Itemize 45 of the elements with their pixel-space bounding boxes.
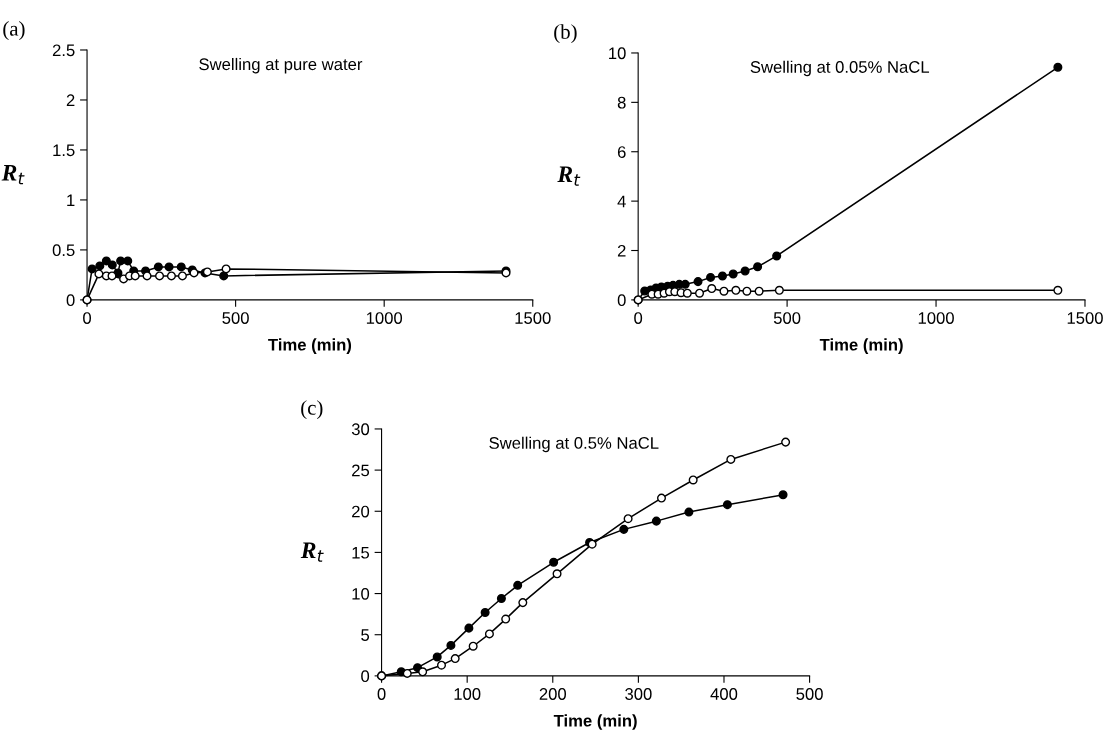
y-tick-label: 1 [67,194,75,206]
text: (c) [301,400,323,420]
x-tick-label: 300 [625,688,652,700]
y-tick-label: 20 [352,505,370,518]
y-tick-label: 2.5 [52,44,75,57]
x-tick-label: 0 [83,312,92,324]
y-axis-title: R$_{t}$ [557,166,581,186]
y-tick-label: 8 [617,96,626,109]
y-tick-label: 2 [66,94,75,106]
y-tick-label: 1.5 [53,144,75,157]
y-axis-title: R$_{t}$ [300,542,324,562]
x-tick-label: 400 [710,688,738,700]
x-tick-label: 0 [377,688,386,700]
y-axis-title: R$_{t}$ [1,165,25,185]
x-axis-title: Time (min) [268,338,352,354]
y-tick-label: 4 [617,195,626,208]
y-tick-label: 2 [617,244,626,257]
x-tick-label: 1000 [918,312,954,324]
x-tick-label: 500 [222,312,249,324]
x-tick-label: 1500 [515,312,551,324]
x-axis-title: Time (min) [553,714,637,730]
x-tick-label: 0 [634,312,643,324]
chart-title: Swelling at 0.5% NaCL [489,436,659,453]
x-tick-label: 200 [539,688,567,700]
text: (a) [3,21,25,40]
x-tick-label: 100 [454,688,481,700]
y-tick-label: 0 [617,294,626,307]
y-tick-label: 6 [617,146,626,158]
y-tick-label: 25 [352,464,370,477]
y-tick-label: 10 [609,47,626,60]
chart-title: Swelling at pure water [199,57,363,74]
chart-title: Swelling at 0.05% NaCL [750,60,930,77]
y-tick-label: 0 [66,294,75,307]
y-tick-label: 0 [361,670,370,683]
x-tick-label: 500 [796,688,823,700]
y-tick-label: 5 [361,629,370,641]
y-tick-label: 0.5 [52,244,75,257]
y-tick-label: 15 [352,546,370,559]
x-tick-label: 500 [773,312,801,324]
x-tick-label: 1500 [1067,312,1103,324]
text: (b) [554,24,577,44]
y-tick-label: 10 [352,587,370,600]
y-tick-label: 30 [351,423,370,436]
x-axis-title: Time (min) [819,338,903,354]
x-tick-label: 1000 [366,312,403,324]
